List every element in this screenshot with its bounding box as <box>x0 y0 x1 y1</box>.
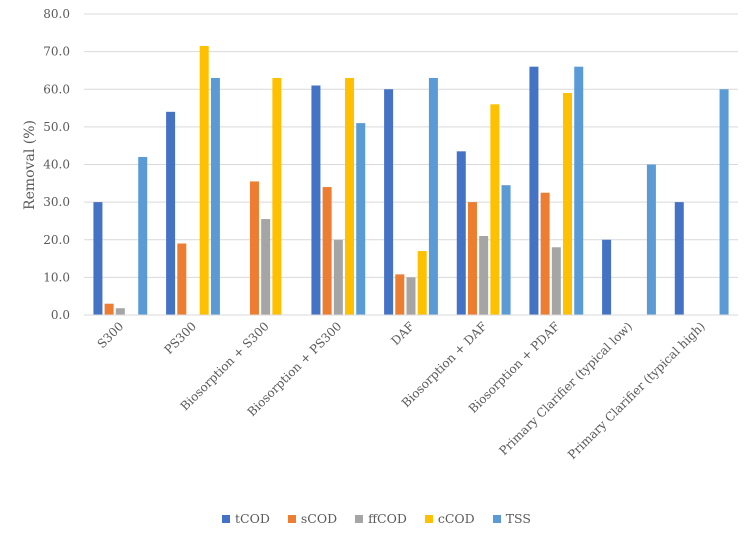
legend-swatch <box>287 514 296 523</box>
bar-chart: 0.0 10.0 20.0 30.0 40.0 50.0 60.0 70.0 80.0 Remo… <box>22 7 738 462</box>
bar-tss-3 <box>356 123 366 315</box>
bar-tcod-1 <box>166 111 176 315</box>
x-tick-label: PS300 <box>162 319 200 357</box>
bar-ffcod-2 <box>261 219 271 315</box>
bar-tcod-5 <box>456 151 466 315</box>
bar-scod-4 <box>395 274 405 315</box>
bar-ccod-1 <box>199 45 209 315</box>
bar-tcod-4 <box>384 89 394 315</box>
bar-tss-4 <box>428 77 438 316</box>
y-tick-label: 40.0 <box>43 158 70 172</box>
bar-tss-5 <box>501 185 511 315</box>
legend-label: cCOD <box>437 511 475 526</box>
legend-label: sCOD <box>300 511 338 526</box>
y-tick-label: 50.0 <box>43 120 70 134</box>
legend: tCOD sCOD ffCOD cCOD TSS <box>0 511 753 526</box>
bar-scod-1 <box>177 243 187 315</box>
y-tick-label: 20.0 <box>43 233 70 247</box>
bar-ccod-3 <box>345 77 355 316</box>
bar-tcod-3 <box>311 85 321 316</box>
y-tick-label: 60.0 <box>43 82 70 96</box>
legend-item-ffcod: ffCOD <box>355 511 407 526</box>
bar-ccod-4 <box>417 251 427 315</box>
bar-tcod-7 <box>602 239 612 315</box>
bars <box>93 45 729 316</box>
legend-item-tss: TSS <box>492 511 531 526</box>
legend-item-ccod: cCOD <box>424 511 475 526</box>
bar-scod-3 <box>322 187 332 315</box>
legend-swatch <box>492 514 501 523</box>
legend-swatch <box>424 514 433 523</box>
legend-item-scod: sCOD <box>287 511 338 526</box>
x-tick-label: DAF <box>388 319 417 348</box>
y-tick-label: 70.0 <box>43 45 70 59</box>
bar-ffcod-0 <box>115 308 125 315</box>
bar-tss-8 <box>719 89 729 315</box>
y-axis-label: Removal (%) <box>22 120 38 210</box>
gridlines <box>84 13 738 316</box>
bar-ccod-2 <box>272 77 282 316</box>
legend-swatch <box>222 514 231 523</box>
y-tick-label: 30.0 <box>43 195 70 209</box>
bar-ffcod-6 <box>551 247 561 315</box>
y-tick-label: 0.0 <box>51 308 70 322</box>
bar-scod-5 <box>467 202 477 316</box>
x-tick-label: Primary Clarifier (typical low) <box>496 319 635 458</box>
bar-tss-1 <box>210 77 220 316</box>
x-tick-label: S300 <box>95 319 127 351</box>
legend-label: ffCOD <box>368 511 407 526</box>
bar-ffcod-4 <box>406 277 416 316</box>
bar-scod-0 <box>104 303 114 315</box>
bar-tss-6 <box>574 66 584 316</box>
bar-ccod-6 <box>563 93 573 315</box>
x-tick-label: Primary Clarifier (typical high) <box>565 319 708 462</box>
bar-scod-2 <box>249 181 259 315</box>
bar-tcod-6 <box>529 66 539 316</box>
bar-ccod-5 <box>490 104 500 315</box>
bar-tss-7 <box>646 164 656 315</box>
bar-tss-0 <box>138 156 148 315</box>
y-tick-label: 10.0 <box>43 270 70 284</box>
legend-swatch <box>355 514 364 523</box>
bar-tcod-8 <box>674 202 684 316</box>
y-axis-ticks: 0.0 10.0 20.0 30.0 40.0 50.0 60.0 70.0 80.0 <box>43 7 70 322</box>
legend-label: tCOD <box>235 511 270 526</box>
legend-label: TSS <box>505 511 531 526</box>
bar-scod-6 <box>540 192 550 315</box>
bar-ffcod-5 <box>479 235 489 315</box>
bar-ffcod-3 <box>333 239 343 315</box>
bar-tcod-0 <box>93 202 103 316</box>
legend-item-tcod: tCOD <box>222 511 270 526</box>
y-tick-label: 80.0 <box>43 7 70 21</box>
